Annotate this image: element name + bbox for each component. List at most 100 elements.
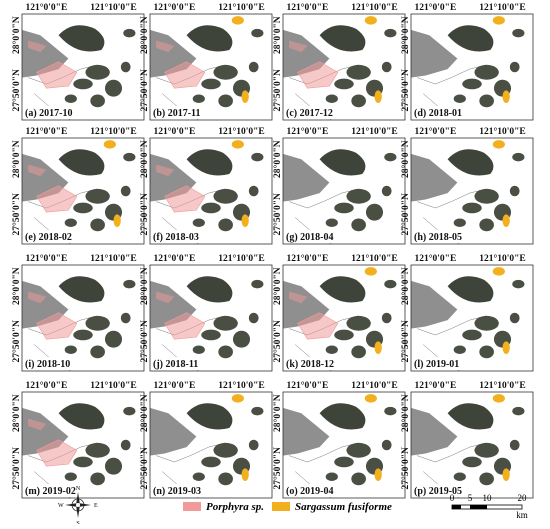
island (447, 403, 494, 430)
lat-label: 28°0'0"N (11, 394, 22, 432)
island (201, 329, 221, 341)
map-panel: 121°0'0"E 121°10'0"E 28°0'0"N 27°50'0"N(g) … (272, 126, 406, 245)
island (248, 439, 259, 451)
island (104, 457, 123, 475)
panel-label: (f) 2018-03 (153, 232, 199, 243)
porphyra-area (297, 312, 339, 340)
lon-label: 121°0'0"E (414, 2, 456, 13)
coast-land (411, 29, 458, 78)
lon-label: 121°10'0"E (479, 380, 526, 391)
island (453, 472, 466, 482)
sargassum-area (241, 90, 249, 104)
panel-label: (h) 2018-05 (414, 232, 462, 243)
island (58, 25, 105, 52)
island (192, 94, 205, 104)
lat-label: 27°50'0"N (139, 320, 150, 362)
coast-land (150, 407, 197, 456)
island (319, 149, 366, 176)
map-body (150, 392, 272, 498)
island (351, 472, 366, 486)
lon-label: 121°0'0"E (414, 253, 456, 264)
island (346, 442, 371, 458)
porphyra-area (28, 164, 47, 177)
lon-label: 121°0'0"E (25, 253, 67, 264)
sargassum-area (492, 16, 505, 25)
coastline (417, 188, 487, 209)
sargassum-area (374, 468, 382, 482)
panel-label: (g) 2018-04 (286, 232, 334, 243)
panel-label-bg (412, 484, 472, 497)
map-body (411, 392, 533, 498)
island (474, 64, 499, 80)
map-frame (21, 137, 145, 245)
map-panel: 121°0'0"E 121°10'0"E 28°0'0"N 27°50'0"N(d) … (400, 2, 534, 121)
lat-label: 28°0'0"N (139, 16, 150, 54)
lon-label: 121°10'0"E (351, 126, 398, 137)
island (251, 406, 264, 416)
lon-label: 121°10'0"E (90, 126, 137, 137)
porphyra-area (28, 40, 47, 53)
island (248, 61, 259, 73)
sargassum-area (113, 214, 121, 228)
lon-label: 121°0'0"E (153, 380, 195, 391)
island (186, 276, 233, 303)
island (479, 345, 494, 359)
panel-label: (o) 2019-04 (286, 486, 334, 497)
map-frame (282, 264, 406, 372)
island (479, 218, 494, 232)
map-body (283, 265, 405, 371)
island (90, 472, 105, 486)
island (251, 152, 264, 162)
map-body (150, 14, 272, 120)
map-panel: 121°0'0"E 121°10'0"E 28°0'0"N 27°50'0"N(l) … (400, 253, 534, 372)
island (346, 188, 371, 204)
island (213, 442, 238, 458)
panel-label-bg (284, 357, 344, 370)
sargassum-area (364, 267, 377, 276)
porphyra-area (28, 418, 47, 431)
island (248, 312, 259, 324)
sargassum-area (492, 140, 505, 149)
sargassum-area (241, 468, 249, 482)
island (462, 456, 482, 468)
island (384, 406, 397, 416)
lon-label: 121°0'0"E (153, 2, 195, 13)
island (58, 149, 105, 176)
island (85, 315, 110, 331)
map-body (22, 14, 144, 120)
map-panel: 121°0'0"E 121°10'0"E 28°0'0"N 27°50'0"N(i) … (11, 253, 145, 372)
island (334, 456, 354, 468)
lat-label: 27°50'0"N (272, 320, 283, 362)
compass-w: W (58, 503, 64, 509)
island (186, 149, 233, 176)
lat-label: 28°0'0"N (11, 267, 22, 305)
lat-label: 28°0'0"N (400, 267, 411, 305)
lon-label: 121°0'0"E (25, 380, 67, 391)
sargassum-area (364, 16, 377, 25)
lat-label: 27°50'0"N (272, 447, 283, 489)
map-frame (149, 264, 273, 372)
coast-land (411, 280, 458, 329)
sargassum-area (231, 16, 244, 25)
island (120, 61, 131, 73)
coastline (289, 188, 359, 209)
lat-label: 28°0'0"N (272, 16, 283, 54)
island (453, 345, 466, 355)
lat-label: 28°0'0"N (139, 394, 150, 432)
island (251, 279, 264, 289)
island (334, 329, 354, 341)
island (120, 439, 131, 451)
coastline (417, 64, 487, 85)
map-body (22, 138, 144, 244)
sargassum-area (502, 214, 510, 228)
panel-label: (j) 2018-11 (153, 359, 198, 370)
map-frame (410, 391, 534, 499)
coastline (417, 315, 487, 336)
lat-label: 27°50'0"N (272, 69, 283, 111)
island (381, 439, 392, 451)
island (186, 403, 233, 430)
lat-label: 28°0'0"N (272, 394, 283, 432)
lon-label: 121°0'0"E (286, 126, 328, 137)
island (512, 406, 525, 416)
